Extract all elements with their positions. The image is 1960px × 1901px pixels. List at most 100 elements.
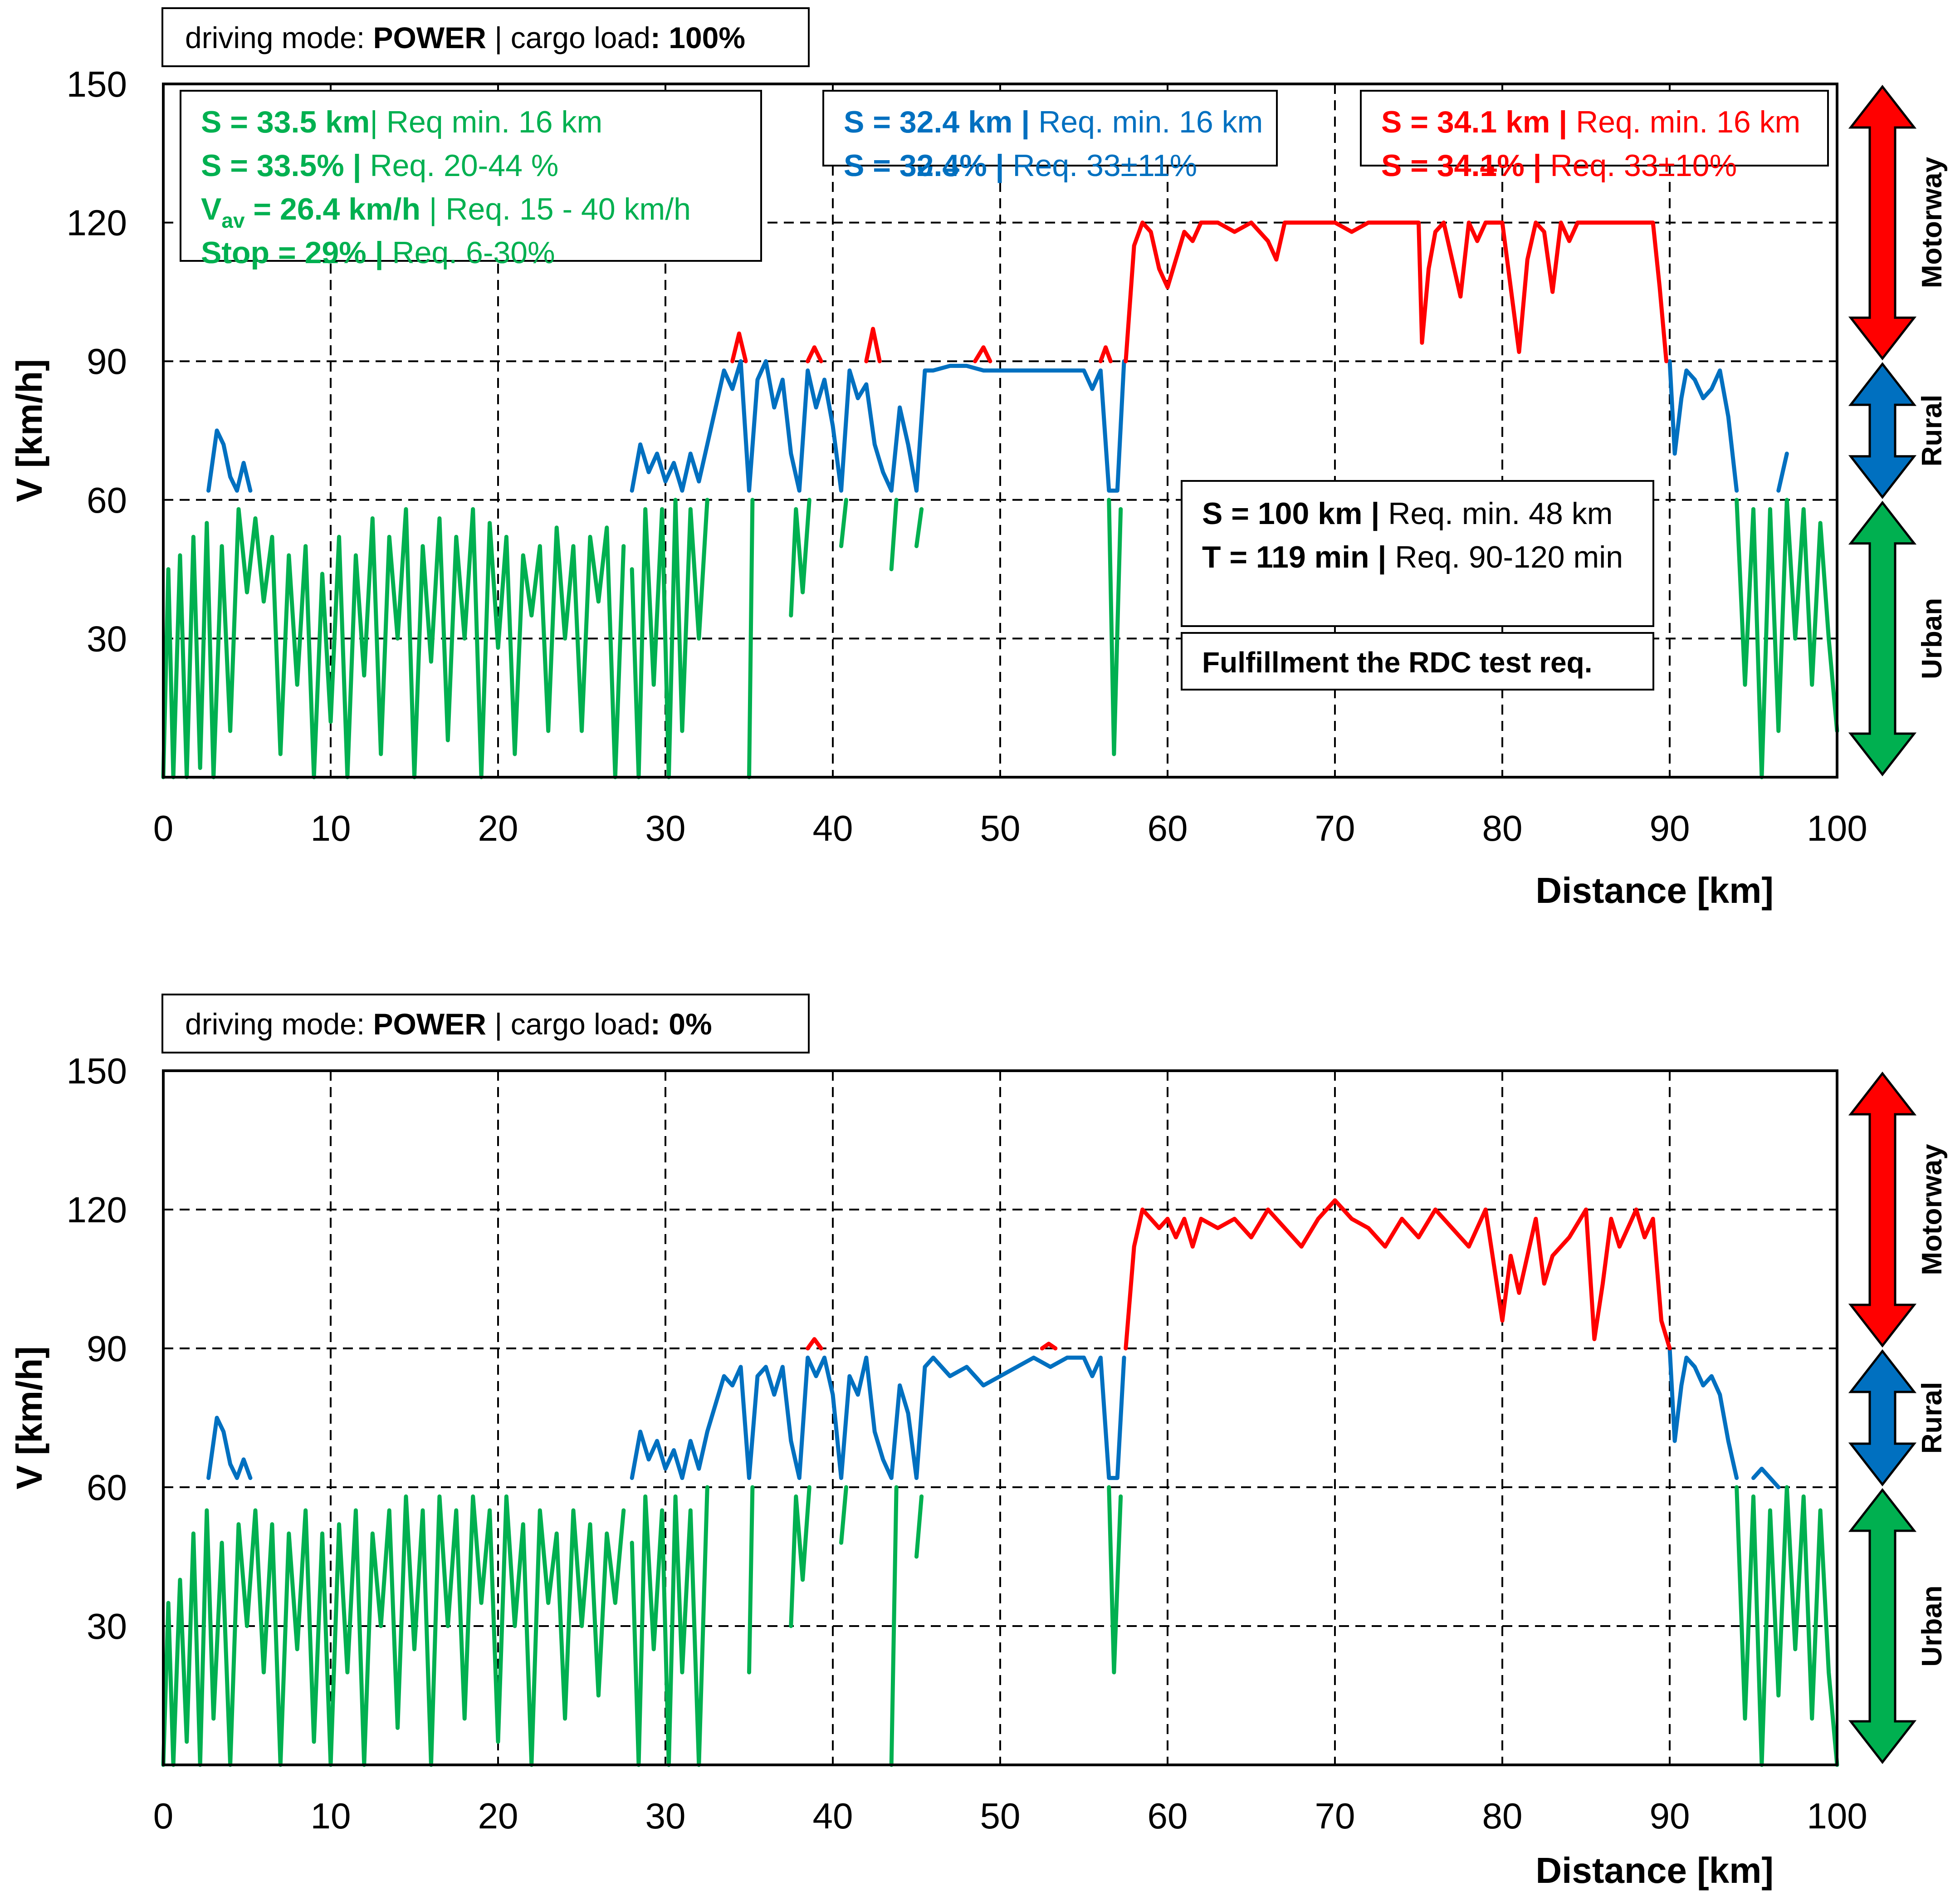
series-rural-line: [1751, 1466, 1781, 1489]
series-urban-line: [161, 507, 626, 779]
motorway-info-value: S = 34.1% |: [1381, 148, 1542, 183]
y-axis-label: V [km/h]: [9, 1346, 49, 1489]
series-rural-line: [206, 1416, 253, 1480]
totals-value: S = 100 km |: [1202, 496, 1379, 531]
series-rural: [206, 1346, 1781, 1489]
header-prefix: driving mode:: [185, 1007, 373, 1041]
urban-info-box: [180, 90, 762, 262]
x-tick-label: 40: [813, 1796, 853, 1836]
header-load: 0%: [669, 1007, 712, 1041]
series-urban: [161, 498, 1839, 779]
motorway-arrow: [1848, 1071, 1917, 1348]
x-tick-label: 100: [1807, 808, 1867, 848]
urban-info-requirement: Req. 20-44 %: [362, 148, 559, 183]
x-tick-label: 40: [813, 808, 853, 848]
x-tick-label: 30: [645, 808, 686, 848]
motorway-info-line: S = 34.1 km | Req. min. 16 km: [1381, 105, 1800, 140]
urban-info-value: S = 33.5% |: [201, 148, 362, 183]
header-box: [161, 7, 810, 67]
series-urban-line: [1735, 498, 1839, 779]
header-text: driving mode: POWER | cargo load: 0%: [185, 1007, 712, 1041]
header-mode: POWER: [373, 1007, 486, 1041]
urban-info-value: S = 33.5 km: [201, 105, 370, 139]
urban-zone-label: Urban: [1916, 598, 1948, 679]
motorway-zone-label: Motorway: [1916, 1144, 1948, 1275]
y-tick-label: 120: [67, 1190, 127, 1230]
header-colon: :: [650, 21, 669, 54]
y-tick-label: 60: [87, 480, 127, 520]
rural-info-requirement: Req. 33±11%: [1004, 148, 1197, 183]
header-load: 100%: [669, 21, 745, 54]
series-motorway-line: [806, 345, 823, 363]
series-rural-line: [206, 428, 253, 493]
motorway-arrow: [1848, 84, 1917, 361]
series-urban-line: [839, 498, 848, 549]
series-rural-line: [630, 1355, 1126, 1480]
zone-arrows: Motorway Rural Urban: [1848, 1071, 1948, 1764]
series-motorway-line: [1098, 345, 1113, 363]
urban-info-value: Stop = 29% |: [201, 235, 384, 270]
series-motorway-line: [806, 1337, 823, 1351]
header-prefix: driving mode:: [185, 21, 373, 54]
y-tick-label: 90: [87, 341, 127, 382]
series-urban-line: [839, 1485, 848, 1545]
header-sep: | cargo load: [486, 21, 650, 54]
series-motorway-line: [973, 345, 992, 363]
x-tick-label: 90: [1650, 1796, 1690, 1836]
totals-box: [1181, 480, 1654, 627]
x-tick-label: 60: [1148, 1796, 1188, 1836]
series-rural-line: [1667, 359, 1739, 493]
grid: [163, 1071, 1837, 1765]
vav-symbol: V: [201, 192, 221, 226]
rural-info-value: S = 32.4% |: [844, 148, 1004, 183]
x-tick-label: 0: [153, 1796, 174, 1836]
header-colon: :: [650, 1007, 669, 1041]
x-tick-label: 80: [1482, 1796, 1523, 1836]
header-sep: | cargo load: [486, 1007, 650, 1041]
series-rural-line: [1776, 451, 1789, 493]
urban-arrow: [1848, 1488, 1917, 1764]
x-tick-label: 10: [311, 808, 351, 848]
series-motorway: [806, 1198, 1672, 1351]
y-tick-label: 150: [67, 64, 127, 104]
totals-value: T = 119 min |: [1202, 540, 1386, 575]
x-tick-label: 100: [1807, 1796, 1867, 1836]
motorway-zone-label: Motorway: [1916, 157, 1948, 288]
series-urban-line: [747, 1485, 755, 1675]
motorway-info-line: S = 34.1% | Req. 33±10%: [1381, 148, 1737, 183]
rural-arrow: [1848, 1349, 1917, 1487]
y-tick-label: 60: [87, 1467, 127, 1508]
chart-panel-2: driving mode: POWER | cargo load: 0% 0 10 2…: [9, 90, 1948, 1891]
rural-info-requirement: Req. min. 16 km: [1030, 105, 1263, 139]
plot-frame: [162, 1069, 1838, 1766]
series-urban-line: [889, 498, 899, 572]
series-urban-line: [914, 1494, 924, 1559]
x-tick-label: 20: [478, 1796, 518, 1836]
x-tick-label: 80: [1482, 808, 1523, 848]
y-tick-label: 30: [87, 618, 127, 659]
y-axis-label: V [km/h]: [9, 359, 49, 502]
urban-info-line: S = 33.5 km| Req min. 16 km: [201, 105, 602, 139]
series-urban-line: [1735, 1485, 1839, 1767]
totals-requirement: Req. min. 48 km: [1379, 496, 1613, 531]
series-urban-line: [789, 498, 811, 617]
fulfillment-box: [1181, 632, 1654, 691]
header-mode: POWER: [373, 21, 486, 54]
series-urban: [161, 1485, 1839, 1767]
urban-arrow: [1848, 500, 1917, 777]
urban-info-line: S = 33.5% | Req. 20-44 %: [201, 148, 558, 183]
fulfillment-label: Fulfillment the RDC test req.: [1202, 646, 1593, 679]
urban-info-requirement: | Req min. 16 km: [370, 105, 602, 139]
y-tick-label: 90: [87, 1328, 127, 1369]
rural-zone-label: Rural: [1916, 1382, 1948, 1454]
x-axis-label: Distance [km]: [1535, 1850, 1774, 1891]
series-urban-line: [1107, 498, 1123, 756]
urban-info-line: Vav = 26.4 km/h | Req. 15 - 40 km/h: [201, 192, 691, 232]
urban-info-value: = 26.4 km/h: [245, 192, 420, 226]
rural-info-box: [822, 90, 1278, 167]
x-tick-label: 50: [980, 1796, 1021, 1836]
urban-zone-label: Urban: [1916, 1585, 1948, 1666]
x-tick-label: 30: [645, 1796, 686, 1836]
series-motorway-line: [1124, 220, 1669, 363]
